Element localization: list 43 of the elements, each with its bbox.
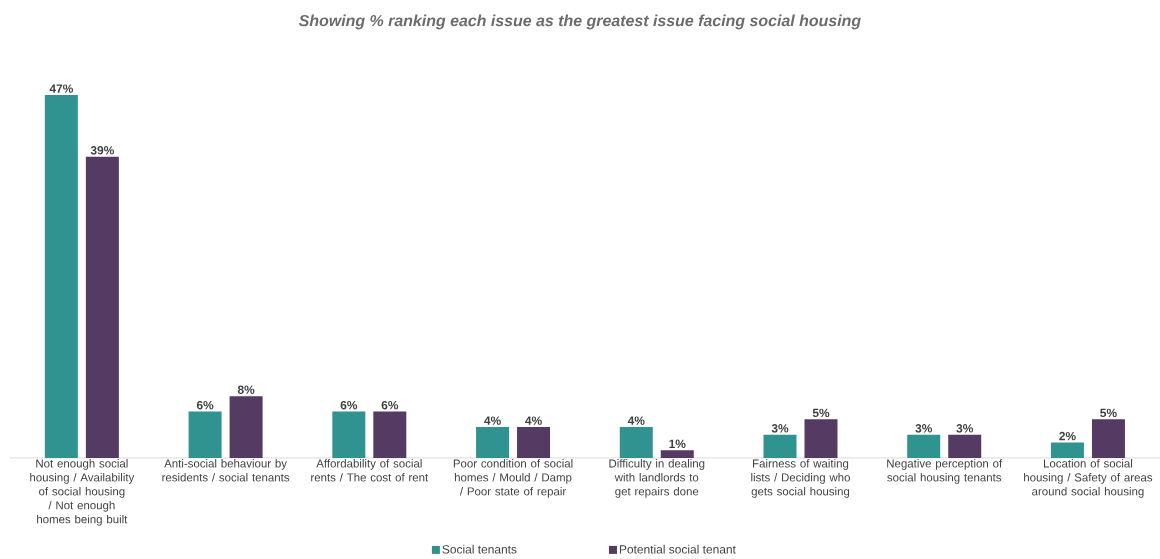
x-tick-label: Not enough social housing / Availability of social housing / Not enough homes being built (30, 459, 135, 526)
x-tick-label: Location of social housing / Safety of areas around social housing (1024, 459, 1153, 498)
data-label: 3% (915, 424, 933, 433)
legend-label: Potential social tenant (619, 544, 736, 554)
bar (332, 411, 366, 458)
x-tick-label: Negative perception of social housing tenants (887, 459, 1003, 484)
data-label: 47% (49, 84, 74, 93)
bar (763, 434, 797, 458)
data-label: 5% (812, 408, 830, 418)
x-tick-label: Anti-social behaviour by residents / social tenants (162, 459, 290, 482)
data-label: 6% (381, 400, 399, 410)
bar (948, 434, 982, 458)
x-tick-label: Difficulty in dealing with landlords to get repairs done (609, 459, 705, 498)
bar (44, 95, 78, 458)
data-label: 6% (340, 400, 358, 410)
data-label: 2% (1059, 431, 1076, 441)
bar (85, 156, 119, 458)
data-label: 6% (196, 400, 214, 410)
data-label: 1% (669, 439, 686, 449)
data-label: 3% (771, 424, 789, 433)
data-label: 39% (90, 146, 114, 155)
legend-label: Social tenants (442, 544, 517, 554)
x-tick-label: Fairness of waiting lists / Deciding who gets social housing (751, 459, 850, 498)
data-label: 8% (237, 385, 255, 394)
bar (804, 419, 838, 458)
bar (619, 427, 653, 458)
x-tick-label: Affordability of social rents / The cost of rent (311, 459, 429, 482)
bar (373, 411, 407, 458)
data-label: 4% (627, 416, 645, 425)
bar (229, 396, 263, 458)
data-label: 3% (956, 424, 974, 433)
bar (907, 434, 941, 458)
data-label: 4% (525, 416, 542, 425)
bar (1050, 442, 1084, 458)
chart-title: Showing % ranking each issue as the greatest issue facing social housing (298, 14, 861, 30)
bar (1091, 419, 1125, 458)
x-tick-label: Poor condition of social homes / Mould / Damp / Poor state of repair (453, 459, 573, 498)
bar (660, 450, 694, 458)
data-label: 5% (1100, 408, 1117, 418)
bar (476, 427, 510, 458)
bar (188, 411, 222, 458)
data-label: 4% (484, 416, 501, 425)
bar (517, 427, 551, 458)
